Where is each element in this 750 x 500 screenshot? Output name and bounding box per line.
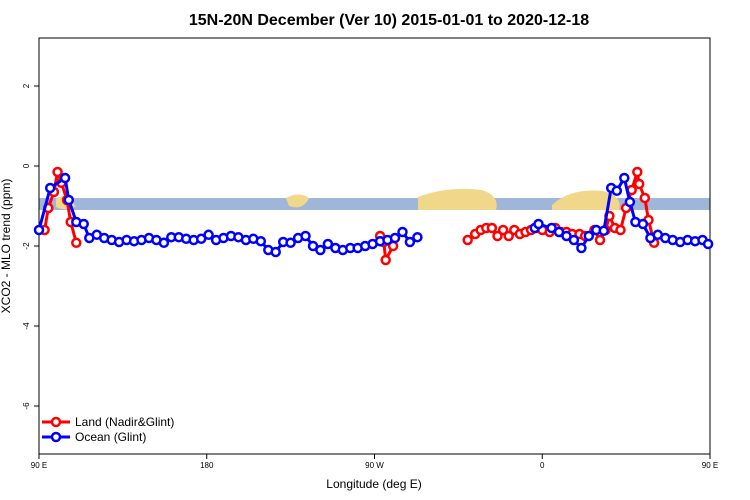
data-point — [624, 196, 636, 208]
legend: Land (Nadir&Glint) Ocean (Glint) — [42, 415, 174, 444]
data-point — [637, 218, 649, 230]
chart-title: 15N-20N December (Ver 10) 2015-01-01 to … — [189, 12, 589, 29]
data-point — [503, 230, 514, 242]
legend-marker-land — [50, 416, 62, 428]
data-point — [576, 242, 587, 254]
data-point — [594, 234, 606, 246]
data-point — [33, 224, 45, 236]
data-point — [462, 234, 473, 246]
background-map — [39, 188, 710, 210]
data-point — [63, 194, 75, 206]
x-tick-label: 90 W — [365, 461, 384, 470]
data-point — [44, 182, 56, 194]
data-point — [255, 235, 267, 247]
data-point — [59, 172, 71, 184]
y-tick-label: -6 — [22, 402, 31, 410]
data-point — [615, 224, 626, 236]
data-point — [397, 226, 408, 238]
land-patch — [418, 188, 497, 210]
land-patch — [552, 190, 620, 210]
legend-entry-ocean: Ocean (Glint) — [42, 430, 146, 444]
y-tick-label: -2 — [22, 242, 31, 250]
x-tick-label: 0 — [540, 461, 545, 470]
legend-marker-ocean — [50, 431, 62, 443]
data-point — [598, 225, 610, 237]
x-axis: 90 E 180 90 W 0 90 E — [31, 454, 718, 470]
data-point — [315, 244, 326, 256]
y-tick-label: 0 — [22, 163, 31, 168]
legend-label-ocean: Ocean (Glint) — [75, 430, 146, 444]
data-point — [639, 192, 651, 204]
data-point — [632, 166, 643, 178]
land-patch — [286, 194, 309, 208]
y-axis: 2 0 -2 -4 -6 — [22, 83, 39, 410]
legend-label-land: Land (Nadir&Glint) — [75, 415, 174, 429]
ocean-band — [39, 198, 710, 210]
data-point — [533, 218, 544, 230]
data-point — [52, 166, 63, 178]
series-layer — [33, 166, 714, 266]
data-point — [158, 237, 170, 249]
data-point — [78, 218, 89, 230]
data-point — [270, 246, 281, 258]
data-point — [203, 229, 214, 241]
data-point — [300, 230, 311, 242]
data-point — [611, 185, 623, 197]
x-tick-label: 90 E — [702, 461, 718, 470]
data-point — [619, 172, 630, 184]
data-point — [389, 232, 401, 244]
y-axis-label: XCO2 - MLO trend (ppm) — [0, 179, 13, 314]
data-point — [322, 238, 334, 250]
x-axis-label: Longitude (deg E) — [326, 477, 421, 491]
data-point — [486, 222, 498, 234]
data-point — [380, 254, 391, 266]
data-point — [568, 234, 580, 246]
x-tick-label: 90 E — [31, 461, 47, 470]
data-point — [492, 230, 503, 242]
y-tick-label: -4 — [22, 322, 31, 330]
data-point — [583, 230, 595, 242]
data-point — [497, 224, 509, 236]
data-point — [404, 236, 416, 248]
data-point — [702, 238, 714, 250]
data-point — [285, 237, 296, 249]
series-line — [37, 176, 419, 254]
data-point — [553, 226, 565, 238]
data-point — [71, 237, 82, 249]
data-point — [633, 178, 645, 190]
y-tick-label: 2 — [22, 83, 31, 88]
x-tick-label: 180 — [200, 461, 214, 470]
series-ocean — [33, 172, 714, 258]
legend-entry-land: Land (Nadir&Glint) — [42, 415, 174, 429]
data-point — [412, 231, 423, 243]
